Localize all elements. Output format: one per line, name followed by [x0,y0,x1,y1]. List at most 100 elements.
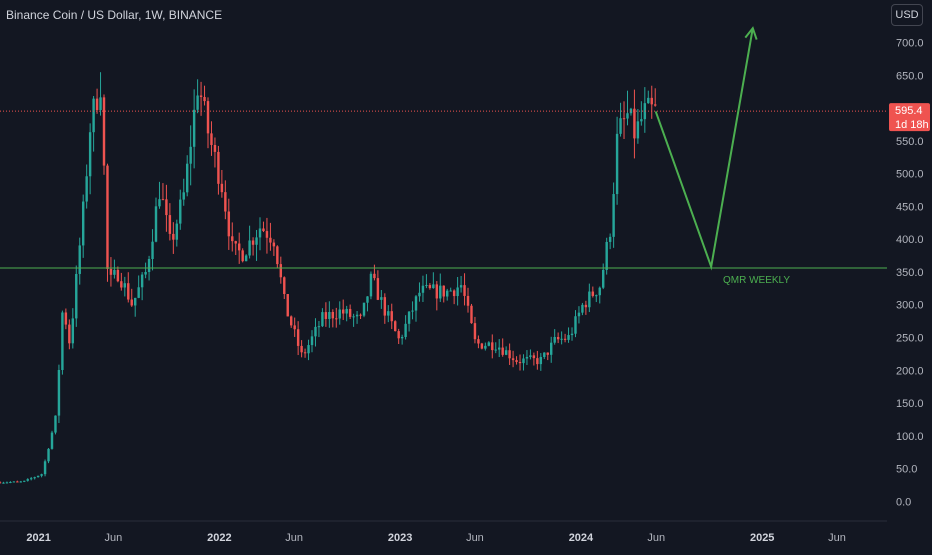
candle-body [144,271,147,275]
candle-body [567,335,570,340]
candle-body [425,285,428,287]
candle-body [338,309,341,319]
candle-body [414,296,418,311]
candle-body [518,362,522,364]
candle-body [650,97,653,105]
candle-body [522,358,525,364]
candle-body [390,311,393,322]
time-axis[interactable]: 2021 Jun 2022 Jun 2023 Jun 2024 Jun 2025 Jun [26,532,845,544]
time-tick-label: 2025 [750,532,774,544]
time-tick-label: Jun [105,532,123,544]
time-tick-label: 2024 [569,532,594,544]
candle-body [9,481,12,483]
candle-body [289,316,293,326]
last-price-value: 595.4 [895,105,923,117]
candle-body [88,132,92,177]
candle-body [529,355,532,357]
candle-body [217,151,220,184]
candle-body [179,199,182,224]
candle-body [546,352,549,355]
candle-body [40,474,43,476]
candle-body [196,95,199,110]
candle-body [258,228,262,238]
currency-button[interactable]: USD [891,4,923,26]
candle-body [362,302,366,316]
candle-body [272,242,276,247]
candle-body [116,269,120,282]
candle-body [511,358,515,361]
candle-body [345,308,348,314]
candle-body [317,326,321,328]
candle-body [369,273,373,297]
candle-body [439,285,442,299]
candle-body [400,336,404,339]
candle-body [348,308,352,317]
candle-body [435,284,439,299]
candle-body [75,273,78,319]
candle-body [407,311,411,324]
candle-body [276,246,279,265]
candle-body [85,176,88,202]
price-tick-label: 300.0 [896,300,924,312]
candle-body [283,277,286,295]
candle-body [622,118,626,120]
candle-body [543,352,546,358]
candle-body [130,299,133,306]
candle-body [647,97,650,104]
candle-body [227,211,231,237]
candle-body [459,285,463,288]
candle-body [411,310,414,312]
candle-body [43,461,47,475]
time-tick-label: 2022 [207,532,231,544]
candle-body [341,309,345,314]
time-tick-label: Jun [828,532,846,544]
candle-body [654,104,657,106]
projection-path-line[interactable] [654,28,754,271]
price-tick-label: 0.0 [896,496,911,508]
candle-body [418,292,421,297]
candle-body [355,314,359,317]
candle-body [619,118,622,134]
candle-body [314,326,317,337]
candle-body [29,478,33,480]
candle-body [328,312,331,319]
candle-body [99,97,102,111]
candle-body [16,481,19,483]
candle-body [539,357,543,365]
candle-body [605,241,608,270]
candle-body [588,291,591,308]
candle-body [95,98,99,111]
candle-body [224,192,227,212]
price-tick-label: 350.0 [896,267,924,279]
price-tick-label: 250.0 [896,333,924,345]
candle-body [508,350,511,359]
candle-body [81,201,85,246]
candle-body [12,481,16,483]
candle-body [109,268,113,275]
candle-body [595,295,598,297]
candle-body [147,258,151,272]
candle-body [608,236,612,242]
candle-body [158,199,161,207]
candle-body [352,316,355,318]
candle-body [203,96,206,102]
candle-body [615,133,619,195]
candle-body [210,133,213,145]
candle-body [175,223,179,240]
candle-body [269,237,272,243]
candle-body [484,345,487,349]
candle-body [172,233,175,240]
candle-body [151,241,154,259]
candle-body [498,347,501,350]
candle-body [504,350,508,355]
candle-body [231,236,234,242]
time-tick-label: 2021 [26,532,50,544]
candle-body [33,477,36,479]
last-price-countdown: 1d 18h [895,119,929,131]
candle-body [47,448,50,462]
candle-body [213,144,217,152]
last-price-box [889,103,930,132]
